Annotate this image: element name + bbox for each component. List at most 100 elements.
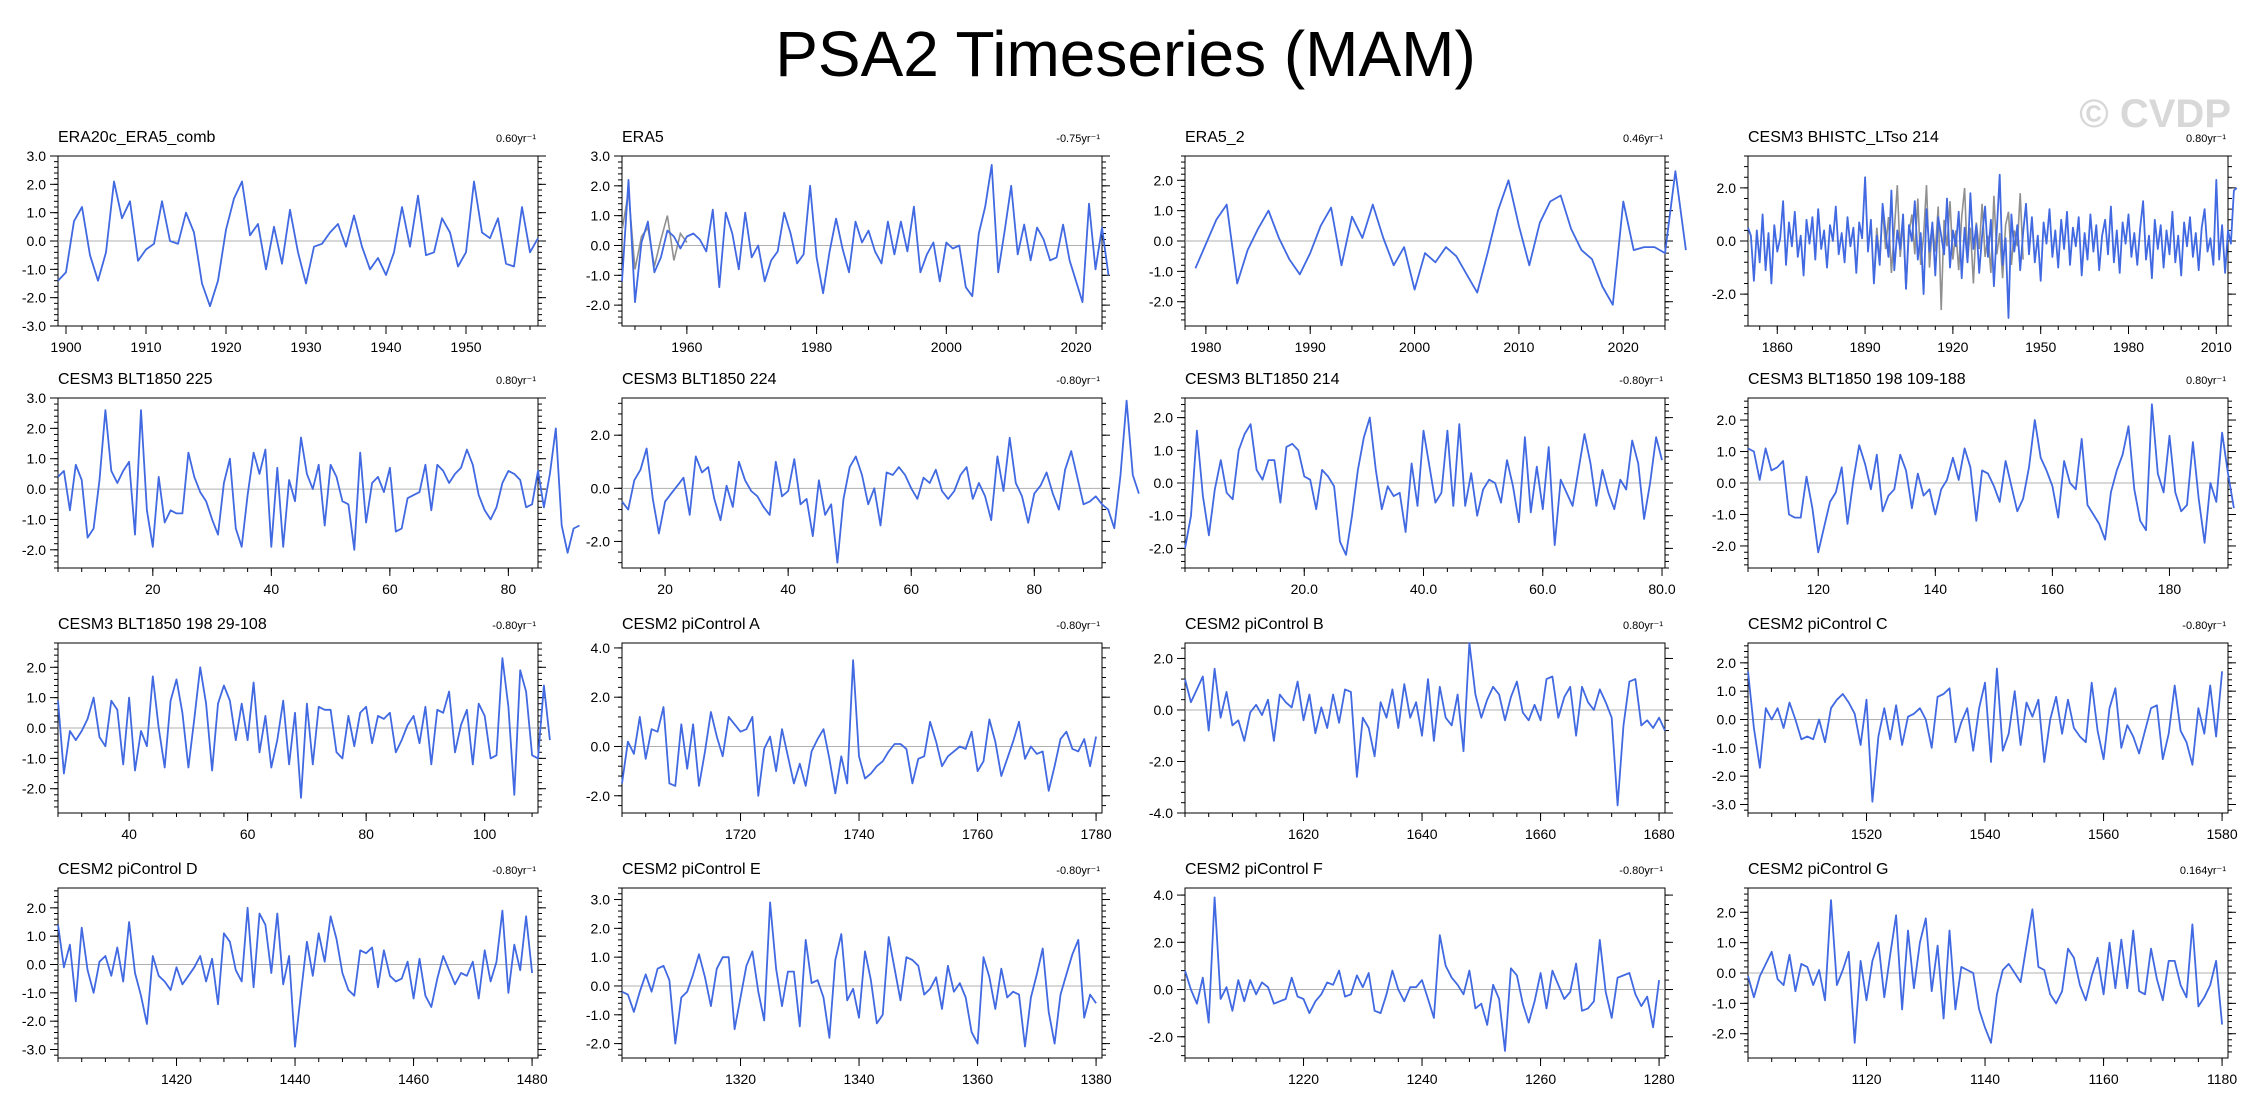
- x-tick-label: 1180: [2207, 1071, 2237, 1087]
- x-tick-label: 1240: [1406, 1071, 1437, 1087]
- y-tick-label: 1.0: [591, 208, 611, 224]
- series-line: [1194, 170, 1687, 306]
- y-tick-label: -2.0: [22, 542, 46, 558]
- y-tick-label: -1.0: [586, 1007, 610, 1023]
- y-tick-label: -2.0: [586, 1036, 610, 1052]
- y-tick-label: 1.0: [27, 205, 47, 221]
- panel-1: ERA5 -0.75yr⁻¹ 3.0 2.0 1.0 0.0 -1.0 -2.0 1960 198…: [586, 129, 1110, 355]
- x-tick-label: 1780: [1080, 826, 1111, 842]
- y-tick-label: 1.0: [1717, 683, 1737, 699]
- x-tick-label: 1910: [130, 339, 161, 355]
- series-line: [57, 180, 539, 308]
- y-tick-label: 2.0: [27, 420, 47, 436]
- panel-title: CESM2 piControl E: [622, 861, 761, 878]
- y-tick-label: -1.0: [1149, 508, 1173, 524]
- panel-8: CESM3 BLT1850 198 29-108 -0.80yr⁻¹ 2.0 1.0 0…: [22, 616, 551, 842]
- y-tick-label: -1.0: [22, 985, 46, 1001]
- x-tick-label: 20.0: [1291, 581, 1318, 597]
- x-tick-label: 1900: [50, 339, 81, 355]
- plot-frame: [1747, 642, 2229, 814]
- x-tick-label: 1360: [962, 1071, 993, 1087]
- y-tick-label: -4.0: [1149, 805, 1173, 821]
- plot-frame: [621, 642, 1103, 814]
- panel-2: ERA5_2 0.46yr⁻¹ 2.0 1.0 0.0 -1.0 -2.0 1980 1990 2…: [1149, 129, 1687, 355]
- y-tick-label: 0.0: [591, 480, 611, 496]
- panel-14: CESM2 piControl F -0.80yr⁻¹ 4.0 2.0 0.0 -2.0 1…: [1149, 861, 1675, 1087]
- series-line: [1184, 416, 1663, 556]
- x-tick-label: 40.0: [1410, 581, 1437, 597]
- y-tick-label: 2.0: [591, 689, 611, 705]
- y-tick-label: 1.0: [1154, 203, 1174, 219]
- y-tick-label: 1.0: [1717, 444, 1737, 460]
- y-tick-label: 2.0: [1154, 172, 1174, 188]
- y-tick-label: 3.0: [591, 892, 611, 908]
- x-tick-label: 1420: [161, 1071, 192, 1087]
- x-tick-label: 1720: [725, 826, 756, 842]
- trend-label: -0.80yr⁻¹: [492, 865, 536, 877]
- x-tick-label: 2000: [1399, 339, 1430, 355]
- page-title: PSA2 Timeseries (MAM): [775, 18, 1476, 90]
- y-tick-label: -1.0: [22, 511, 46, 527]
- plot-frame: [1184, 642, 1666, 814]
- x-tick-label: 1640: [1406, 826, 1437, 842]
- x-tick-label: 1280: [1643, 1071, 1674, 1087]
- series-line: [57, 657, 551, 799]
- x-tick-label: 20: [657, 581, 673, 597]
- y-tick-label: 0.0: [1154, 475, 1174, 491]
- x-tick-label: 1860: [1762, 339, 1793, 355]
- x-tick-label: 1440: [279, 1071, 310, 1087]
- y-tick-label: 2.0: [1154, 934, 1174, 950]
- x-tick-label: 80: [358, 826, 374, 842]
- y-tick-label: 1.0: [27, 928, 47, 944]
- x-tick-label: 2020: [1060, 339, 1091, 355]
- x-tick-label: 1920: [1937, 339, 1968, 355]
- trend-label: -0.80yr⁻¹: [1056, 865, 1100, 877]
- series-line: [1184, 642, 1666, 807]
- x-tick-label: 140: [1924, 581, 1948, 597]
- x-tick-label: 1140: [1970, 1071, 2000, 1087]
- panel-title: CESM3 BLT1850 214: [1185, 371, 1340, 388]
- panel-title: CESM3 BLT1850 225: [58, 371, 213, 388]
- y-tick-label: -2.0: [22, 1013, 46, 1029]
- series-line: [621, 901, 1097, 1048]
- panel-0: ERA20c_ERA5_comb 0.60yr⁻¹ 3.0 2.0 1.0 0.0 -1.0…: [22, 129, 546, 355]
- series-line: [1747, 403, 2235, 554]
- y-tick-label: 2.0: [1717, 655, 1737, 671]
- series-line: [1747, 899, 2223, 1044]
- x-tick-label: 1980: [1190, 339, 1221, 355]
- x-tick-label: 40: [780, 581, 796, 597]
- y-tick-label: 0.0: [27, 233, 47, 249]
- y-tick-label: 2.0: [591, 178, 611, 194]
- trend-label: 0.164yr⁻¹: [2180, 865, 2226, 877]
- x-tick-label: 1260: [1525, 1071, 1556, 1087]
- x-tick-label: 20: [145, 581, 161, 597]
- y-tick-label: 4.0: [1154, 887, 1174, 903]
- x-tick-label: 1890: [1849, 339, 1880, 355]
- panel-10: CESM2 piControl B 0.80yr⁻¹ 2.0 0.0 -2.0 -4.0 1…: [1149, 616, 1675, 842]
- trend-label: 0.80yr⁻¹: [2186, 375, 2226, 387]
- y-tick-label: 2.0: [27, 900, 47, 916]
- y-tick-label: -2.0: [586, 788, 610, 804]
- x-tick-label: 80.0: [1648, 581, 1675, 597]
- x-tick-label: 1950: [2025, 339, 2056, 355]
- y-tick-label: -2.0: [1712, 1026, 1736, 1042]
- watermark: © CVDP: [2079, 92, 2231, 136]
- trend-label: 0.80yr⁻¹: [2186, 133, 2226, 145]
- plot-frame: [1184, 887, 1666, 1059]
- x-tick-label: 120: [1807, 581, 1831, 597]
- y-tick-label: 2.0: [27, 659, 47, 675]
- series-line: [1184, 896, 1660, 1052]
- y-tick-label: 3.0: [27, 148, 47, 164]
- trend-label: 0.80yr⁻¹: [1623, 620, 1663, 632]
- y-tick-label: 3.0: [591, 148, 611, 164]
- x-tick-label: 160: [2041, 581, 2065, 597]
- y-tick-label: -2.0: [22, 290, 46, 306]
- x-tick-label: 1560: [2088, 826, 2119, 842]
- x-tick-label: 60: [240, 826, 256, 842]
- x-tick-label: 100: [473, 826, 497, 842]
- panel-11: CESM2 piControl C -0.80yr⁻¹ 2.0 1.0 0.0 -1.0 -…: [1712, 616, 2238, 842]
- x-tick-label: 2010: [1503, 339, 1534, 355]
- panel-7: CESM3 BLT1850 198 109-188 0.80yr⁻¹ 2.0 1.0 0…: [1712, 371, 2236, 597]
- trend-label: -0.80yr⁻¹: [1056, 620, 1100, 632]
- panel-5: CESM3 BLT1850 224 -0.80yr⁻¹ 2.0 0.0 -2.0 20 40…: [586, 371, 1140, 597]
